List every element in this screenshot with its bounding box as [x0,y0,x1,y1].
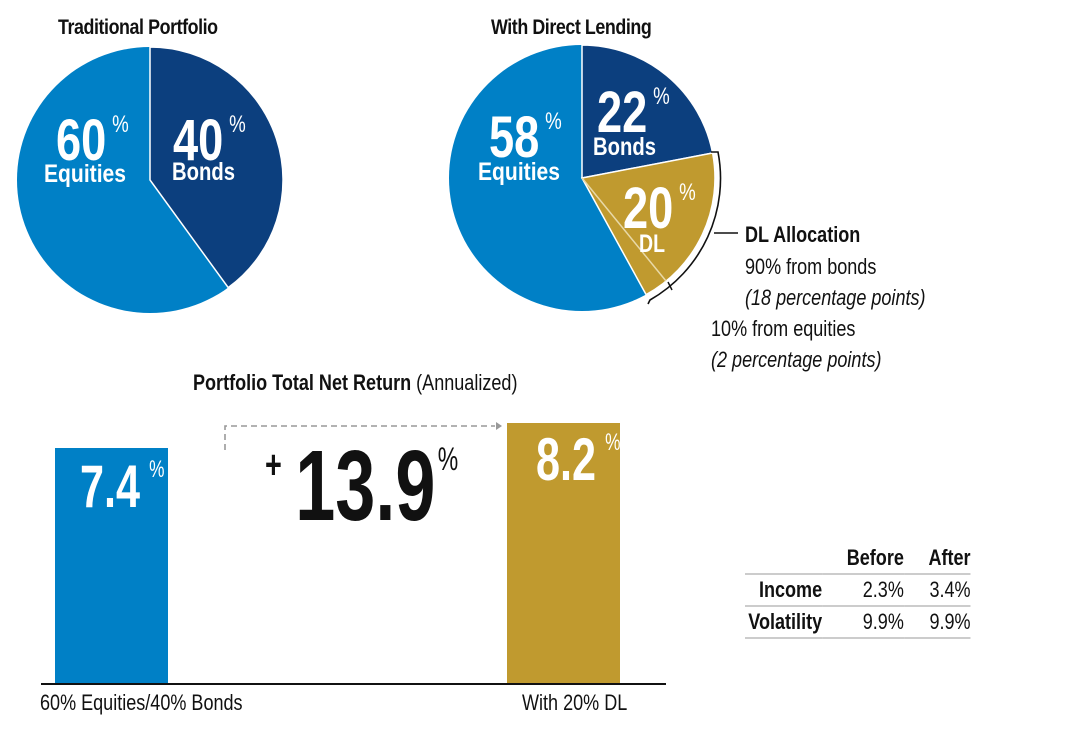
header-after: After [928,545,971,570]
dl-split-line [581,177,667,282]
pie-dl-title: With Direct Lending [491,16,652,39]
row-label: Volatility [745,605,823,639]
bonds-value: 40 [173,109,223,174]
pct-sign: % [653,83,670,110]
income-volatility-table: Before After Income 2.3% 3.4% Volatility… [745,543,971,639]
pie-traditional: 60 % Equities 40 % Bonds [17,46,284,313]
equities-value: 60 [56,109,106,174]
pie-direct-lending: 58 % Equities 22 % Bonds 20 % DL [449,44,738,311]
cell-after: 3.4% [903,573,971,606]
dl-allocation-heading: DL Allocation [745,222,861,247]
change-pct: % [438,441,458,477]
header-blank [745,543,822,574]
dl-bracket [647,151,722,305]
pct-sign: % [149,456,164,482]
bar-with-dl-value: 8.2 [536,427,596,494]
dl-from-bonds: 90% from bonds [745,254,877,279]
x-axis-baseline [41,683,666,685]
cell-before: 2.3% [822,573,904,606]
returns-title: Portfolio Total Net Return (Annualized) [193,370,517,396]
bar-traditional [55,448,168,684]
bonds-value: 22 [597,81,647,146]
dl-from-equities-note: (2 percentage points) [711,347,882,372]
bonds-label: Bonds [172,158,235,186]
change-arrow [224,425,495,450]
returns-title-rest: (Annualized) [416,370,518,395]
bar-traditional-label: 60% Equities/40% Bonds [40,690,243,715]
table-row: Income 2.3% 3.4% [745,573,971,606]
pct-sign: % [229,111,246,138]
change-sign: + [265,442,282,487]
pct-sign: % [679,179,696,206]
change-value: 13.9 [295,430,435,530]
dl-label: DL [639,230,665,258]
returns-title-bold: Portfolio Total Net Return [193,370,412,395]
slice-dl [580,152,716,296]
header-before: Before [846,545,904,570]
table-row: Volatility 9.9% 9.9% [745,605,971,639]
dl-value: 20 [623,177,673,242]
cell-after: 9.9% [903,605,971,639]
arrow-head-icon [496,422,502,430]
equities-label: Equities [44,160,126,188]
equities-label: Equities [478,158,560,186]
bar-value-labels: 7.4 % 8.2 % + 13.9 % [80,422,620,530]
bar-with-dl [507,423,620,684]
bar-traditional-value: 7.4 [80,454,140,521]
dl-from-bonds-note: (18 percentage points) [745,285,926,310]
bonds-label: Bonds [593,133,656,161]
bracket-tick [667,281,673,291]
slice-bonds [581,44,714,179]
row-label: Income [745,573,823,606]
slice-bonds [149,46,284,289]
pct-sign: % [112,111,129,138]
pct-sign: % [545,108,562,135]
equities-value: 58 [489,106,539,171]
cell-before: 9.9% [822,605,904,639]
bar-with-dl-label: With 20% DL [522,690,628,715]
pie-traditional-title: Traditional Portfolio [58,16,218,39]
pct-sign: % [605,429,620,455]
dl-from-equities: 10% from equities [711,316,856,341]
table-header-row: Before After [745,543,971,574]
